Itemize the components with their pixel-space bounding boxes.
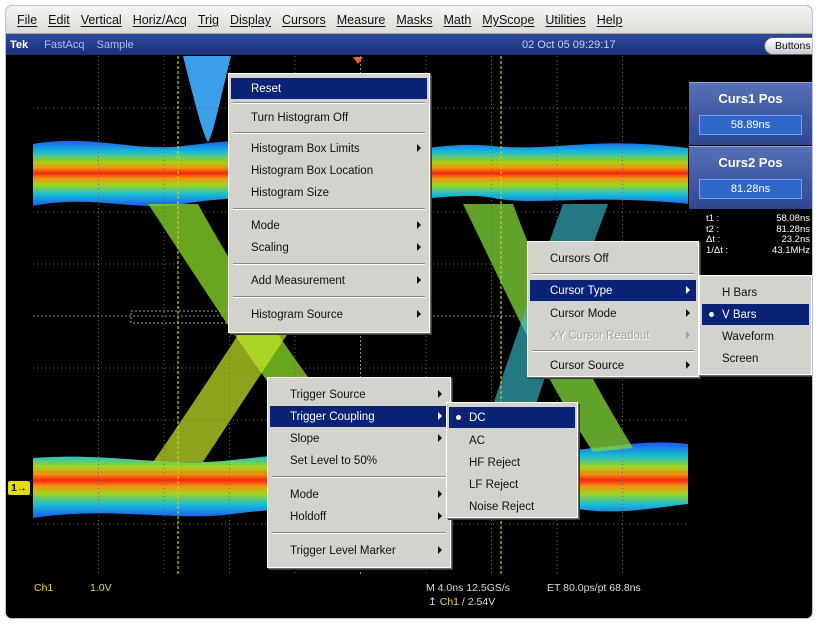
menu-myscope[interactable]: MyScope	[482, 12, 535, 27]
chevron-right-icon	[417, 276, 421, 284]
menu-item-xy-cursor-readout: XY Cursor Readout	[530, 325, 696, 346]
status-bar: Tek FastAcq Sample 02 Oct 05 09:29:17	[6, 34, 812, 55]
menu-masks[interactable]: Masks	[396, 12, 433, 27]
menu-item-trigger-level-marker[interactable]: Trigger Level Marker	[270, 540, 448, 561]
cursor-type-submenu: H Bars V Bars Waveform Screen	[699, 275, 812, 375]
menu-display[interactable]: Display	[229, 12, 271, 27]
menu-item-trigger-mode[interactable]: Mode	[270, 484, 448, 505]
readout-row: t2 :81.28ns	[706, 223, 810, 235]
trigger-context-menu: Trigger Source Trigger Coupling Slope Se…	[267, 377, 451, 568]
trigger-position-marker[interactable]	[353, 57, 363, 64]
chevron-right-icon	[438, 412, 442, 420]
readout-row: t1 :58.08ns	[706, 213, 810, 224]
menu-item-v-bars[interactable]: V Bars	[702, 304, 809, 325]
chevron-right-icon	[438, 434, 442, 442]
chevron-right-icon	[417, 243, 421, 251]
chevron-right-icon	[417, 310, 421, 318]
channel-1-marker[interactable]: 1 →	[8, 481, 30, 495]
menu-cursors[interactable]: Cursors	[281, 12, 326, 27]
radio-dot-icon	[456, 415, 461, 420]
menu-item-screen[interactable]: Screen	[722, 352, 759, 365]
menu-file[interactable]: File	[17, 12, 38, 27]
menu-item-holdoff[interactable]: Holdoff	[270, 506, 448, 527]
chevron-right-icon	[686, 309, 690, 317]
buttons-button[interactable]: Buttons	[764, 37, 812, 55]
readout-row: 1/Δt :43.1MHz	[706, 244, 810, 256]
oscilloscope-window: File Edit Vertical Horiz/Acq Trig Displa…	[6, 6, 812, 618]
sample-mode: Sample	[96, 38, 134, 51]
menu-item-noise-reject[interactable]: Noise Reject	[469, 500, 535, 513]
chevron-right-icon	[417, 221, 421, 229]
chevron-right-icon	[686, 286, 690, 294]
menu-utilities[interactable]: Utilities	[545, 12, 586, 27]
trigger-icon: ↥	[428, 596, 437, 608]
menu-item-set-level-50[interactable]: Set Level to 50%	[290, 454, 377, 467]
menu-item-trigger-coupling[interactable]: Trigger Coupling	[270, 406, 448, 427]
channel-label[interactable]: Ch1	[34, 582, 54, 594]
menu-help[interactable]: Help	[596, 12, 623, 27]
chevron-right-icon	[438, 390, 442, 398]
menu-item-turn-histogram-off[interactable]: Turn Histogram Off	[251, 111, 349, 124]
menu-edit[interactable]: Edit	[48, 12, 70, 27]
bottom-readouts: Ch1 1.0V M 4.0ns 12.5GS/s ET 80.0ps/pt 6…	[6, 576, 812, 618]
readout-row: Δt :23.2ns	[706, 234, 810, 245]
menu-item-cursors-off[interactable]: Cursors Off	[550, 252, 609, 265]
menu-item-slope[interactable]: Slope	[270, 428, 448, 449]
record-readout[interactable]: ET 80.0ps/pt 68.8ns	[547, 582, 641, 594]
curs2-value[interactable]: 81.28ns	[699, 179, 802, 199]
histogram-context-menu: Reset Turn Histogram Off Histogram Box L…	[228, 73, 430, 333]
menu-item-cursor-source[interactable]: Cursor Source	[530, 355, 696, 376]
menu-item-lf-reject[interactable]: LF Reject	[469, 478, 519, 491]
menu-item-h-bars[interactable]: H Bars	[722, 286, 758, 299]
cursor-context-menu: Cursors Off Cursor Type Cursor Mode XY C…	[527, 241, 699, 377]
curs1-title: Curs1 Pos	[718, 91, 783, 106]
curs1-value[interactable]: 58.89ns	[699, 115, 802, 135]
menu-item-ac[interactable]: AC	[469, 434, 485, 447]
menu-item-cursor-mode[interactable]: Cursor Mode	[530, 303, 696, 324]
curs2-pos-control[interactable]: Curs2 Pos 81.28ns	[689, 146, 812, 209]
menu-item-mode[interactable]: Mode	[231, 215, 427, 236]
channel-scale[interactable]: 1.0V	[90, 582, 112, 594]
trigger-source: Ch1	[439, 596, 459, 608]
menu-measure[interactable]: Measure	[336, 12, 386, 27]
trigger-readout[interactable]: ↥ Ch1 / 2.54V	[428, 596, 495, 608]
menu-horiz-acq[interactable]: Horiz/Acq	[132, 12, 187, 27]
menu-bar: File Edit Vertical Horiz/Acq Trig Displa…	[6, 6, 812, 34]
menu-item-add-measurement[interactable]: Add Measurement	[231, 270, 427, 291]
curs2-title: Curs2 Pos	[718, 155, 783, 170]
menu-item-histogram-size[interactable]: Histogram Size	[251, 186, 329, 199]
chevron-right-icon	[686, 361, 690, 369]
menu-math[interactable]: Math	[443, 12, 472, 27]
menu-item-reset[interactable]: Reset	[231, 78, 427, 99]
menu-item-cursor-type[interactable]: Cursor Type	[530, 280, 696, 301]
chevron-right-icon	[438, 490, 442, 498]
menu-item-hf-reject[interactable]: HF Reject	[469, 456, 521, 469]
menu-vertical[interactable]: Vertical	[80, 12, 122, 27]
chevron-right-icon	[686, 331, 690, 339]
menu-item-scaling[interactable]: Scaling	[231, 237, 427, 258]
chevron-right-icon	[438, 546, 442, 554]
menu-item-histogram-box-limits[interactable]: Histogram Box Limits	[231, 138, 427, 159]
menu-item-dc[interactable]: DC	[449, 407, 575, 428]
datetime: 02 Oct 05 09:29:17	[522, 38, 616, 51]
cursor-readouts: t1 :58.08ns t2 :81.28ns Δt :23.2ns 1/Δt …	[706, 213, 810, 256]
menu-item-histogram-source[interactable]: Histogram Source	[231, 304, 427, 325]
curs1-pos-control[interactable]: Curs1 Pos 58.89ns	[689, 82, 812, 145]
left-margin	[6, 56, 33, 576]
radio-dot-icon	[709, 312, 714, 317]
trigger-level: / 2.54V	[461, 596, 496, 608]
trigger-coupling-submenu: DC AC HF Reject LF Reject Noise Reject	[446, 402, 578, 518]
chevron-right-icon	[438, 512, 442, 520]
menu-item-waveform[interactable]: Waveform	[722, 330, 774, 343]
menu-item-trigger-source[interactable]: Trigger Source	[270, 384, 448, 405]
menu-item-histogram-box-location[interactable]: Histogram Box Location	[251, 164, 374, 177]
brand-label: Tek	[10, 38, 29, 51]
menu-trig[interactable]: Trig	[197, 12, 219, 27]
acquisition-mode: FastAcq	[44, 38, 85, 51]
chevron-right-icon	[417, 144, 421, 152]
timebase-readout[interactable]: M 4.0ns 12.5GS/s	[426, 582, 511, 594]
